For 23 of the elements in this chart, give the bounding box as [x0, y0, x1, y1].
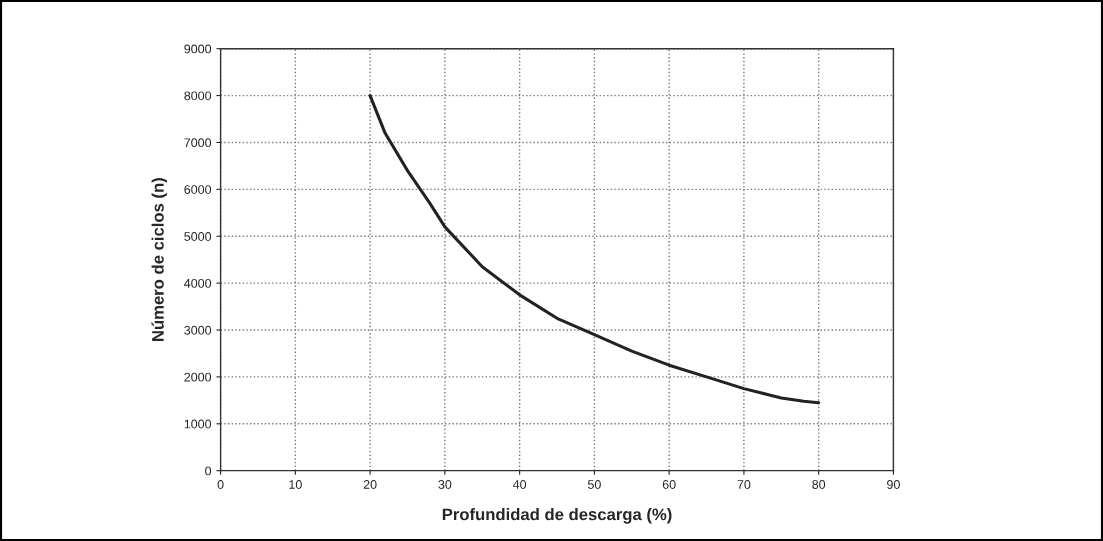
y-tick-label: 3000 [184, 325, 212, 335]
y-tick-label: 4000 [184, 278, 212, 288]
x-axis-title: Profundidad de descarga (%) [442, 508, 672, 524]
x-tick-label: 70 [737, 480, 751, 489]
y-tick-label: 5000 [184, 232, 212, 241]
x-tick-label: 50 [587, 480, 601, 489]
y-tick-label: 8000 [184, 91, 212, 101]
x-tick-label: 10 [289, 480, 302, 489]
x-tick-label: 30 [438, 480, 452, 489]
y-tick-label: 2000 [184, 372, 212, 382]
x-tick-label: 90 [887, 480, 900, 489]
y-tick-label: 6000 [184, 185, 212, 194]
x-tick-label: 40 [512, 480, 527, 489]
line-series [368, 94, 821, 405]
y-tick-label: 9000 [184, 44, 212, 54]
y-tick-label: 0 [205, 466, 212, 476]
y-tick-label: 7000 [184, 138, 212, 148]
y-axis-title: Número de ciclos (n) [151, 178, 168, 341]
y-tick-label: 1000 [184, 419, 212, 429]
x-tick-label: 0 [217, 480, 224, 489]
x-tick-label: 20 [363, 480, 377, 489]
x-tick-label: 80 [812, 480, 826, 489]
x-tick-label: 60 [662, 480, 676, 489]
